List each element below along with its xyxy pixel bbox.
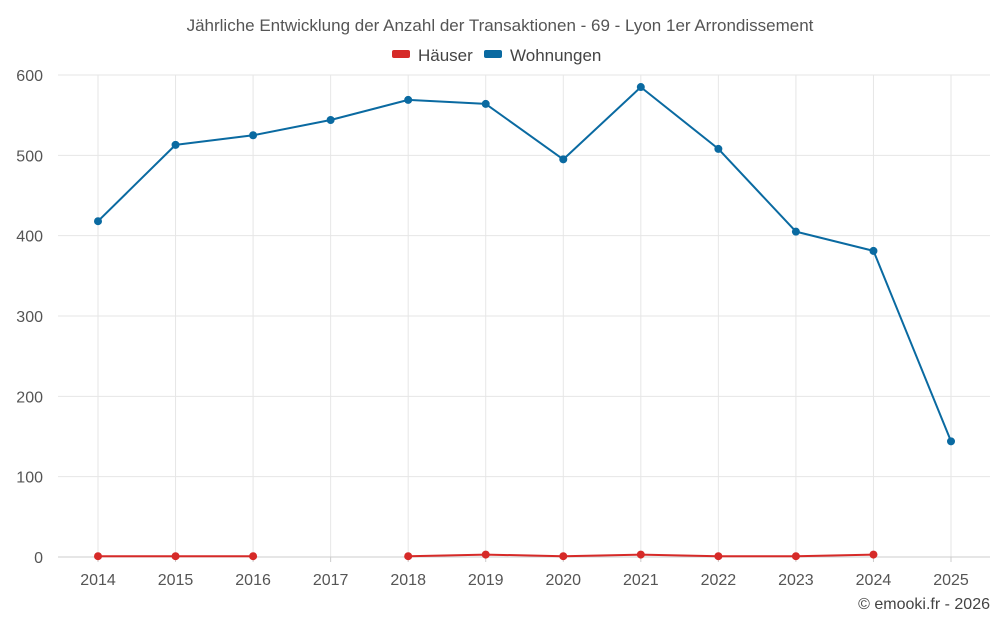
series-line-wohnungen-0: [97, 86, 952, 442]
data-point-wohnungen-2016: [249, 131, 258, 140]
legend-label-wohnungen: Wohnungen: [510, 46, 601, 65]
legend: Häuser Wohnungen: [392, 46, 601, 65]
x-tick-label-2025: 2025: [933, 572, 969, 589]
data-point-h-user-2018: [404, 552, 413, 561]
data-point-h-user-2016: [249, 552, 258, 561]
data-point-h-user-2024: [869, 550, 878, 559]
grid: [58, 74, 990, 557]
x-tick-label-2015: 2015: [158, 572, 194, 589]
x-tick-label-2016: 2016: [235, 572, 271, 589]
data-point-h-user-2014: [94, 552, 102, 561]
legend-item-wohnungen[interactable]: Wohnungen: [484, 46, 601, 65]
data-point-wohnungen-2015: [171, 140, 180, 149]
y-tick-label-500: 500: [16, 148, 43, 165]
legend-label-haeuser: Häuser: [418, 46, 473, 65]
data-point-wohnungen-2014: [94, 217, 102, 226]
data-point-wohnungen-2020: [559, 155, 568, 164]
y-tick-label-300: 300: [16, 309, 43, 326]
data-point-wohnungen-2017: [326, 115, 335, 124]
data-point-h-user-2021: [636, 550, 645, 559]
x-tick-label-2021: 2021: [623, 572, 659, 589]
data-point-h-user-2020: [559, 552, 568, 561]
data-point-wohnungen-2024: [869, 246, 878, 255]
data-point-wohnungen-2023: [791, 227, 800, 236]
data-point-h-user-2019: [481, 550, 490, 559]
credit-text: © emooki.fr - 2026: [858, 596, 990, 613]
x-tick-label-2020: 2020: [545, 572, 581, 589]
x-tick-label-2019: 2019: [468, 572, 504, 589]
legend-swatch-haeuser: [392, 50, 410, 58]
x-tick-label-2023: 2023: [778, 572, 814, 589]
data-point-wohnungen-2025: [947, 437, 955, 446]
y-tick-label-600: 600: [16, 68, 43, 85]
y-tick-label-400: 400: [16, 229, 43, 246]
y-tick-label-200: 200: [16, 389, 43, 406]
series: [94, 83, 955, 561]
data-point-h-user-2023: [791, 552, 800, 561]
chart-title: Jährliche Entwicklung der Anzahl der Tra…: [187, 16, 814, 35]
data-point-wohnungen-2021: [636, 83, 645, 92]
x-tick-label-2022: 2022: [701, 572, 737, 589]
x-tick-label-2024: 2024: [856, 572, 892, 589]
x-tick-label-2018: 2018: [390, 572, 426, 589]
legend-swatch-wohnungen: [484, 50, 502, 58]
data-point-h-user-2022: [714, 552, 723, 561]
data-point-wohnungen-2019: [481, 99, 490, 108]
axes: 0 100 200 300 400 500 600 2014 2015 2016 2017 2018 2…: [16, 68, 990, 589]
legend-item-haeuser[interactable]: Häuser: [392, 46, 473, 65]
x-tick-label-2017: 2017: [313, 572, 349, 589]
data-point-wohnungen-2022: [714, 144, 723, 153]
data-point-wohnungen-2018: [404, 95, 413, 104]
data-point-h-user-2015: [171, 552, 180, 561]
y-tick-label-0: 0: [34, 550, 43, 567]
y-tick-label-100: 100: [16, 470, 43, 487]
x-tick-label-2014: 2014: [80, 572, 116, 589]
